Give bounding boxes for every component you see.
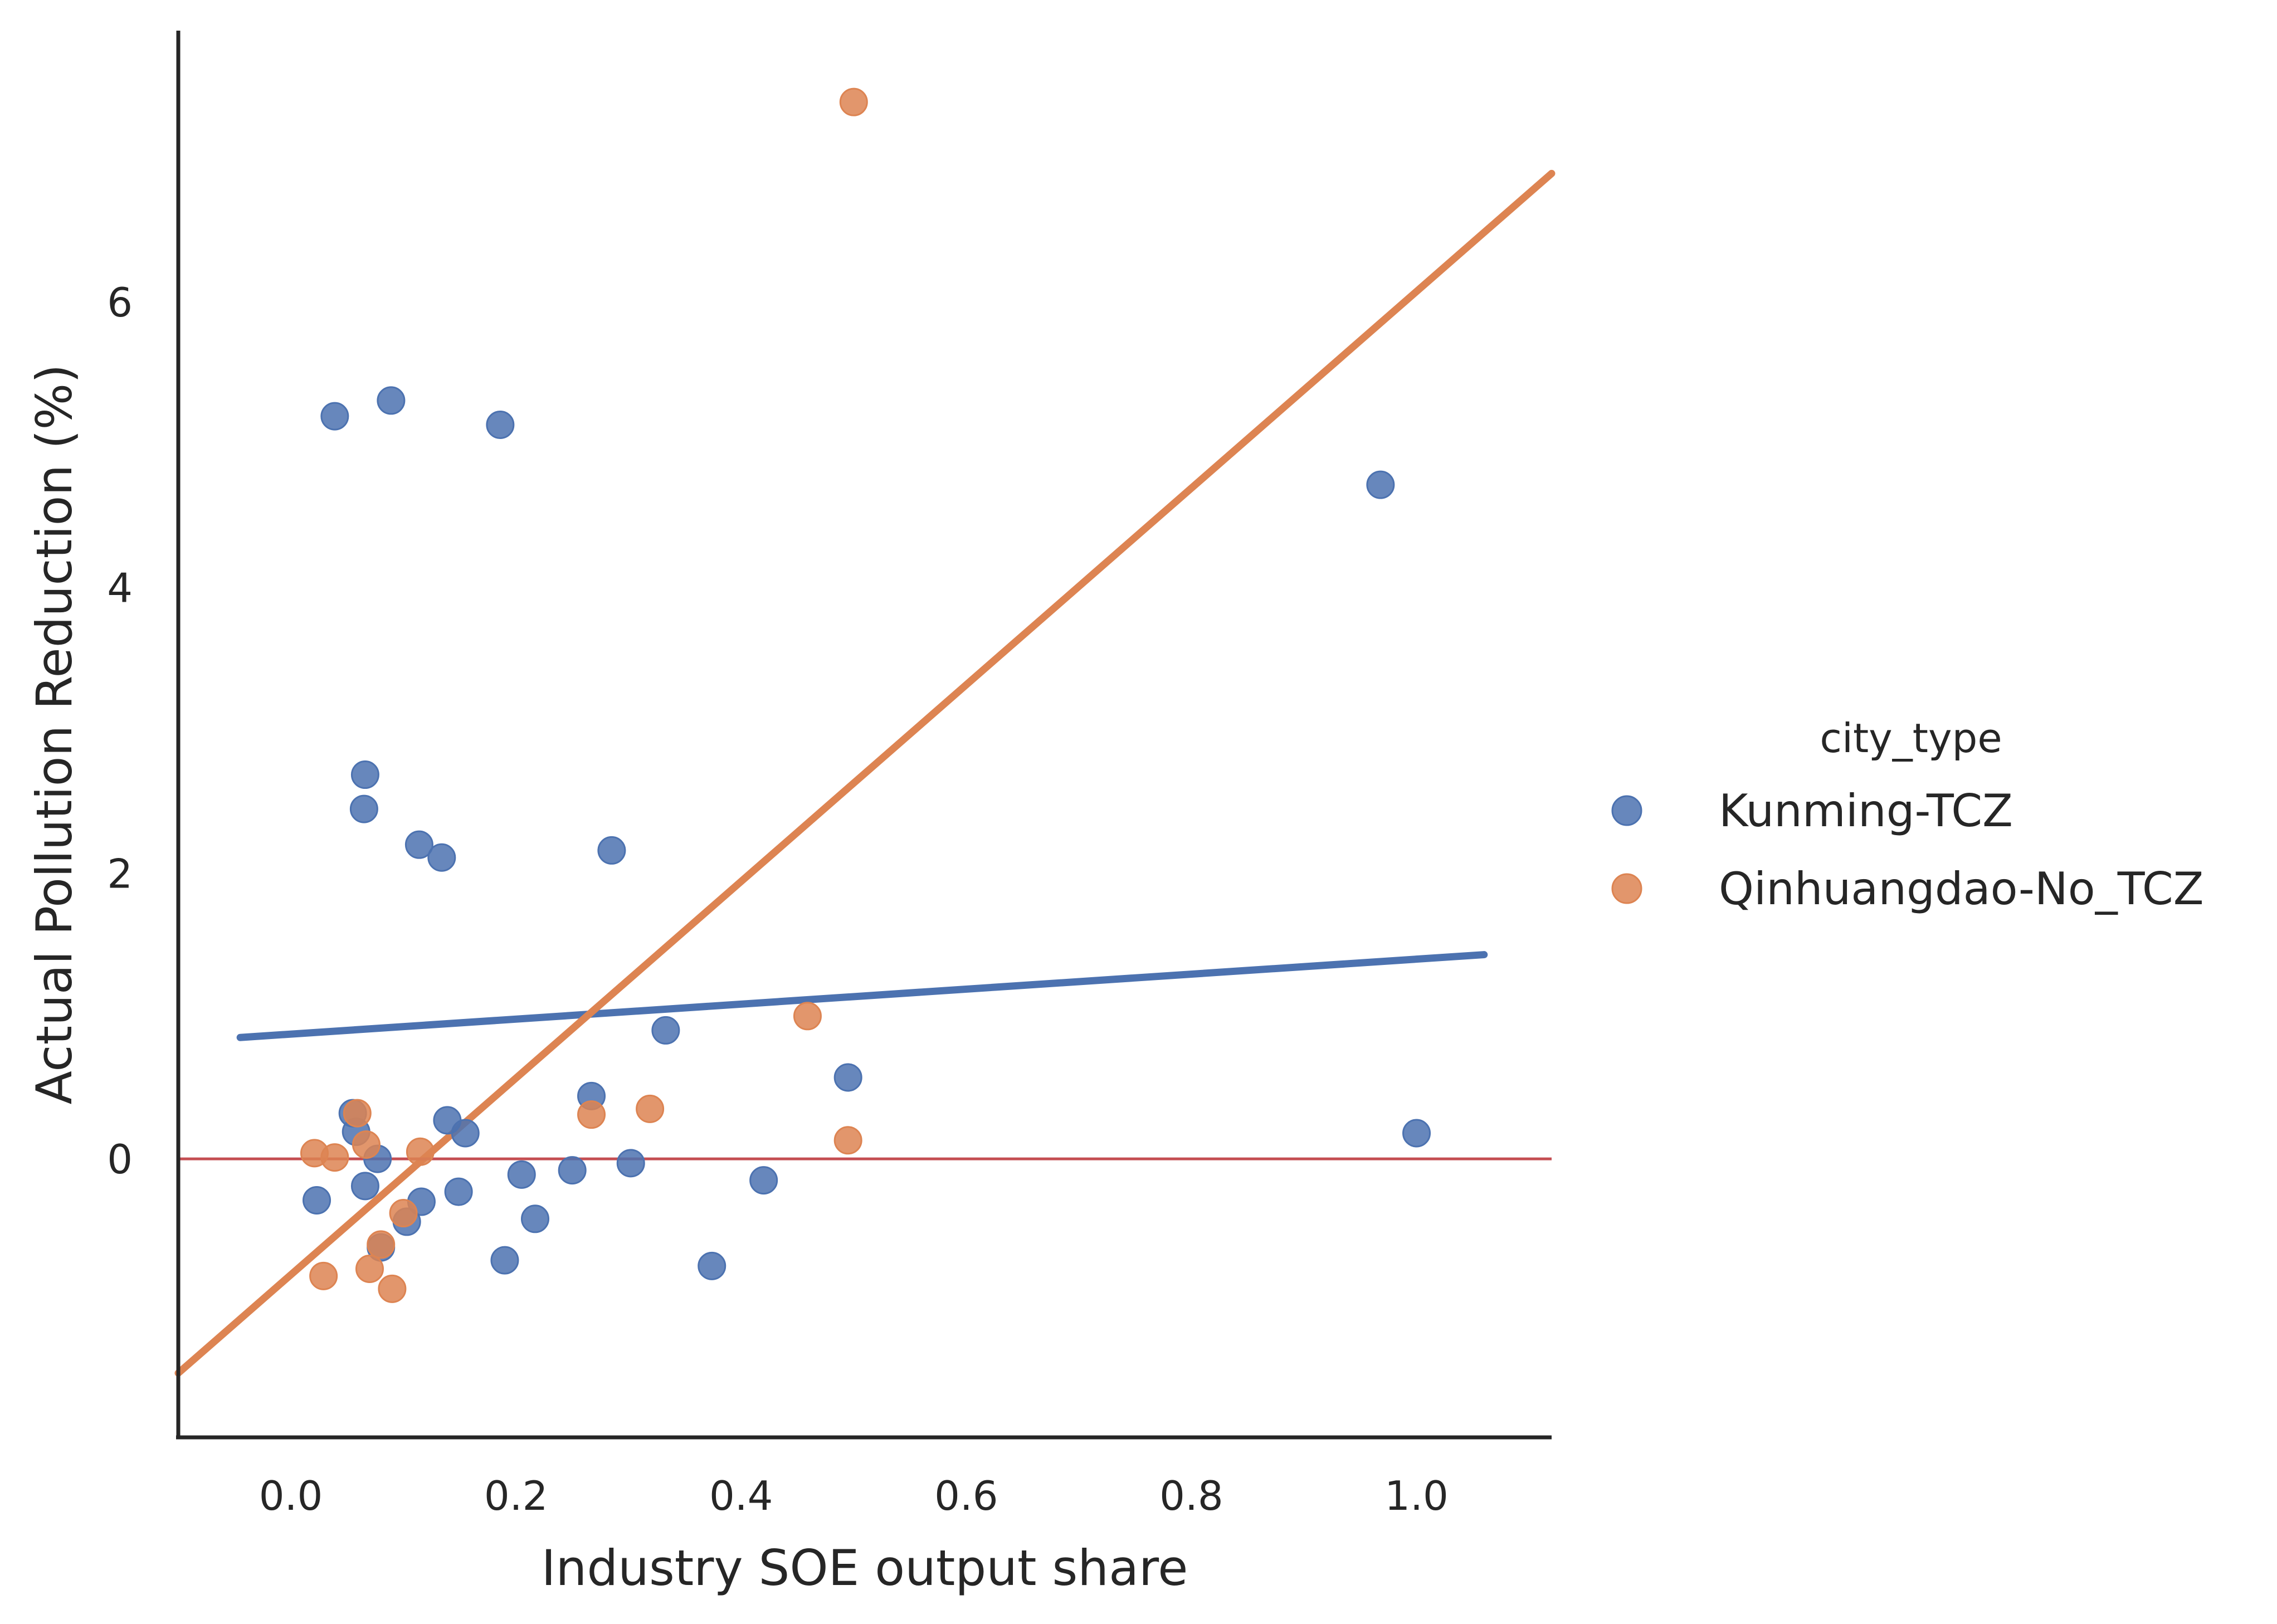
data-point-kunming-tcz [833, 1063, 862, 1092]
data-point-kunming-tcz [1402, 1119, 1431, 1148]
x-tick-label: 0.6 [934, 1472, 998, 1519]
data-point-kunming-tcz [349, 794, 378, 823]
data-point-kunming-tcz [320, 402, 349, 431]
data-point-qinhuangdao-no-tcz [309, 1261, 338, 1290]
axes [176, 31, 1552, 1440]
y-tick-label: 2 [107, 850, 133, 897]
data-point-qinhuangdao-no-tcz [378, 1274, 407, 1303]
data-point-kunming-tcz [520, 1204, 549, 1233]
data-point-qinhuangdao-no-tcz [577, 1100, 606, 1129]
data-point-kunming-tcz [451, 1119, 480, 1148]
data-point-qinhuangdao-no-tcz [406, 1137, 435, 1166]
data-point-kunming-tcz [303, 1186, 331, 1215]
x-tick-labels: 0.0 0.2 0.4 0.6 0.8 1.0 [259, 1472, 1449, 1519]
data-point-kunming-tcz [444, 1177, 473, 1206]
data-point-kunming-tcz [427, 843, 456, 872]
data-point-qinhuangdao-no-tcz [389, 1199, 418, 1228]
data-point-kunming-tcz [490, 1246, 519, 1275]
scatter-points [300, 87, 1431, 1303]
data-point-kunming-tcz [698, 1251, 727, 1280]
x-tick-label: 0.4 [709, 1472, 773, 1519]
data-point-kunming-tcz [350, 1172, 379, 1201]
data-point-qinhuangdao-no-tcz [320, 1143, 349, 1172]
data-point-qinhuangdao-no-tcz [793, 1002, 822, 1031]
y-tick-label: 0 [107, 1136, 133, 1183]
data-point-qinhuangdao-no-tcz [833, 1126, 862, 1155]
data-point-kunming-tcz [350, 760, 379, 789]
data-point-kunming-tcz [616, 1149, 645, 1178]
data-point-kunming-tcz [558, 1156, 587, 1185]
data-point-qinhuangdao-no-tcz [352, 1130, 381, 1159]
data-point-qinhuangdao-no-tcz [367, 1230, 396, 1259]
y-tick-label: 6 [107, 279, 133, 326]
data-point-kunming-tcz [486, 411, 515, 440]
legend-marker-kunming-tcz [1611, 795, 1642, 826]
legend-label: Kunming-TCZ [1719, 785, 2013, 837]
fit-line-kunming-tcz [236, 951, 1488, 1041]
data-point-kunming-tcz [1366, 470, 1395, 499]
fit-line-qinhuangdao-no-tcz [174, 169, 1556, 1377]
regression-lines [174, 169, 1556, 1377]
data-point-kunming-tcz [507, 1160, 536, 1189]
y-tick-labels: 0 2 4 6 [107, 279, 133, 1183]
data-point-kunming-tcz [749, 1166, 778, 1195]
legend-marker-qinhuangdao-no-tcz [1611, 873, 1642, 904]
x-axis-title: Industry SOE output share [542, 1539, 1188, 1597]
legend-label: Qinhuangdao-No_TCZ [1719, 863, 2204, 915]
x-tick-label: 0.2 [484, 1472, 548, 1519]
data-point-qinhuangdao-no-tcz [355, 1255, 384, 1284]
legend: city_type Kunming-TCZ Qinhuangdao-No_TCZ [1611, 715, 2204, 915]
data-point-qinhuangdao-no-tcz [839, 87, 868, 116]
data-point-qinhuangdao-no-tcz [343, 1099, 372, 1128]
data-point-qinhuangdao-no-tcz [636, 1094, 665, 1123]
legend-title: city_type [1820, 715, 2002, 762]
data-point-kunming-tcz [377, 386, 406, 415]
x-tick-label: 0.0 [259, 1472, 323, 1519]
data-point-kunming-tcz [651, 1016, 680, 1045]
y-axis-title: Actual Pollution Reduction (%) [26, 364, 83, 1105]
y-tick-label: 4 [107, 565, 133, 612]
data-point-kunming-tcz [404, 830, 433, 859]
data-point-kunming-tcz [597, 836, 626, 865]
x-tick-label: 1.0 [1384, 1472, 1449, 1519]
x-tick-label: 0.8 [1159, 1472, 1223, 1519]
